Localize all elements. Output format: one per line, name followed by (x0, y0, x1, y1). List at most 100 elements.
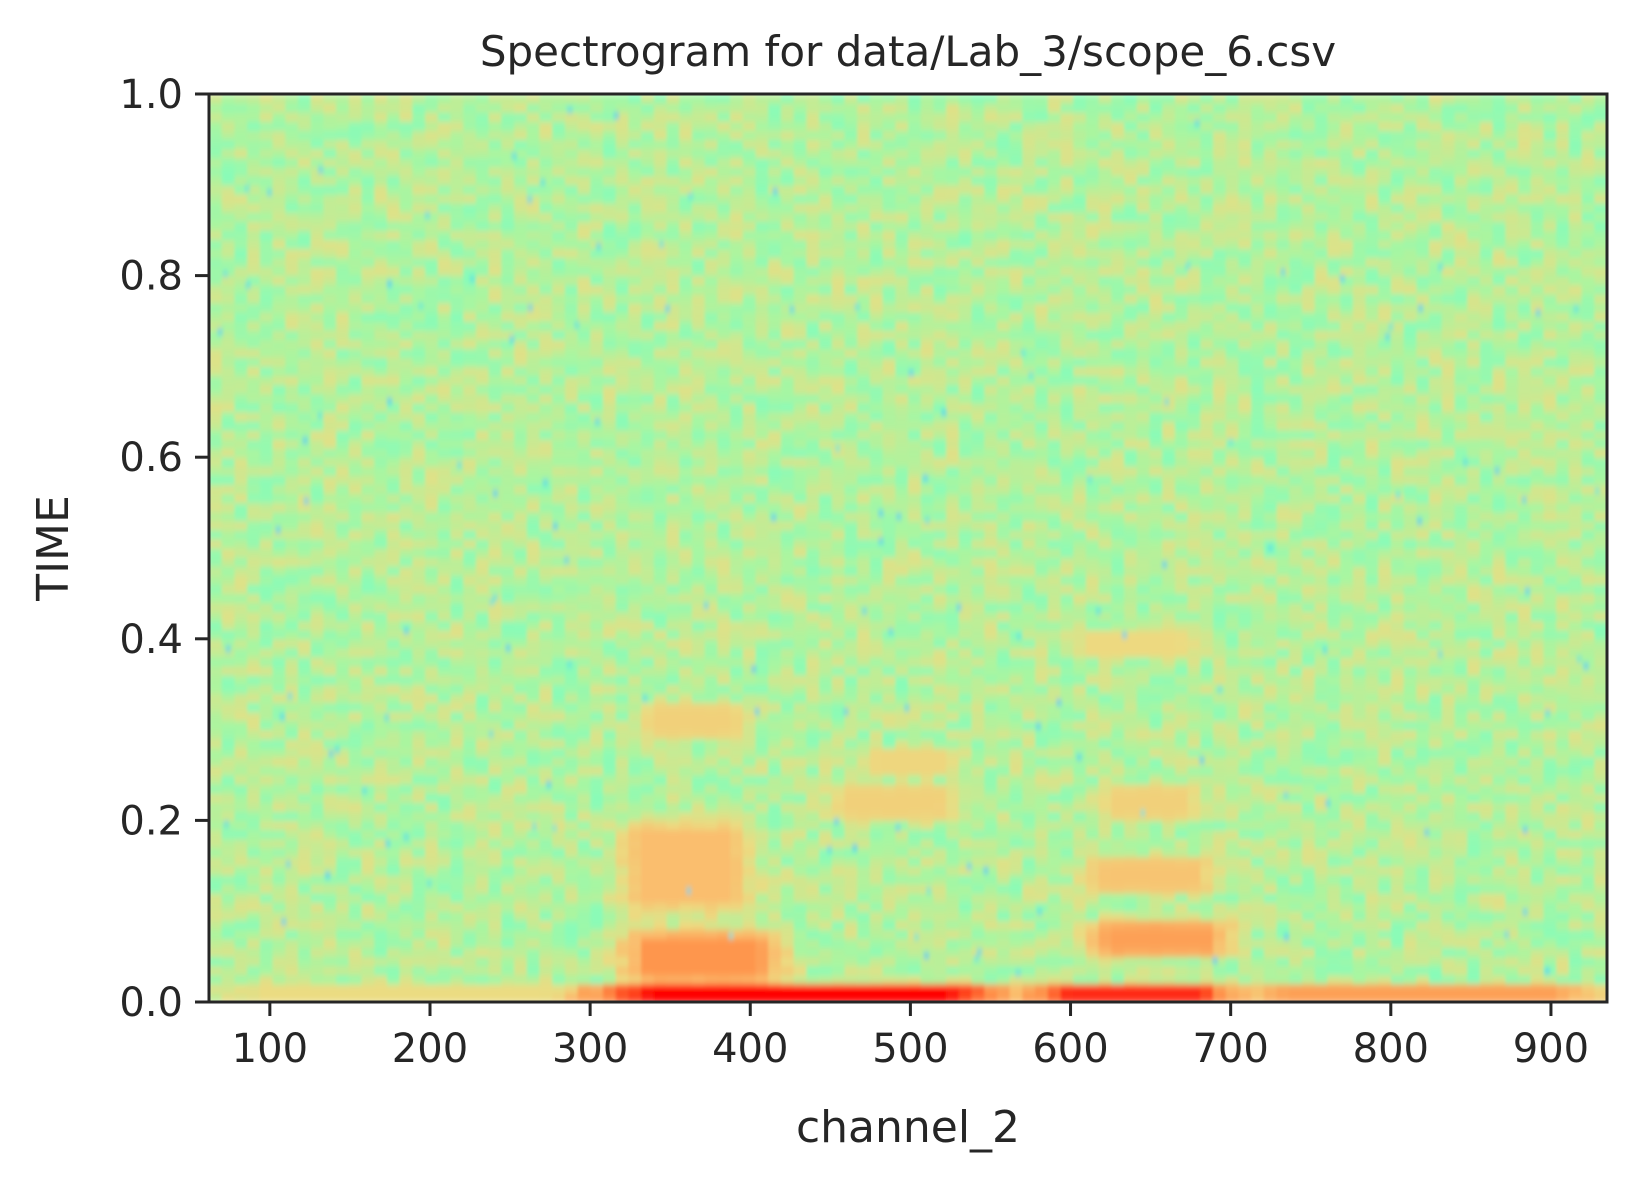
heatmap-cell (1289, 756, 1303, 767)
heatmap-cell (768, 793, 782, 803)
heatmap-cell (831, 883, 846, 894)
heatmap-cell (1530, 829, 1545, 840)
heatmap-cell (297, 729, 312, 740)
heatmap-cell (806, 638, 820, 649)
heatmap-cell (869, 647, 884, 658)
heatmap-cell (1441, 684, 1456, 694)
heatmap-cell (1365, 902, 1379, 912)
heatmap-cell (653, 902, 668, 912)
heatmap-cell (209, 729, 223, 740)
heatmap-cell (310, 802, 324, 812)
heatmap-cell (310, 656, 324, 667)
heatmap-cell (1454, 729, 1468, 740)
heatmap-cell (539, 584, 553, 594)
heatmap-cell (336, 693, 350, 703)
heatmap-cell (730, 802, 744, 812)
heatmap-cell (666, 684, 680, 694)
heatmap-cell (526, 620, 541, 631)
heatmap-cell (641, 883, 655, 894)
heatmap-cell (1111, 820, 1125, 831)
heatmap-cell (412, 920, 426, 930)
heatmap-cell (1085, 593, 1100, 604)
heatmap-cell (1467, 992, 1481, 1002)
heatmap-cell (1251, 602, 1265, 613)
heatmap-cell (209, 584, 223, 594)
heatmap-cell (272, 638, 286, 649)
heatmap-cell (1162, 883, 1176, 894)
heatmap-cell (425, 829, 439, 840)
heatmap-cell (272, 938, 286, 949)
heatmap-cell (539, 956, 553, 967)
heatmap-cell (1162, 611, 1176, 622)
heatmap-cell (958, 956, 973, 967)
heatmap-cell (1289, 929, 1303, 940)
heatmap-cell (285, 902, 299, 912)
heatmap-cell (1047, 675, 1062, 685)
heatmap-cell (704, 620, 718, 631)
heatmap-cell (285, 765, 299, 776)
heatmap-cell (285, 929, 299, 940)
heatmap-cell (1327, 947, 1341, 958)
heatmap-cell (1327, 602, 1341, 613)
heatmap-cell (1352, 820, 1367, 831)
heatmap-cell (259, 784, 274, 794)
heatmap-cell (895, 629, 909, 640)
heatmap-cell (1289, 738, 1303, 749)
heatmap-cell (1149, 647, 1163, 658)
heatmap-cell (374, 675, 388, 685)
heatmap-cell (1149, 811, 1163, 821)
heatmap-cell (450, 756, 464, 767)
heatmap-cell (1263, 865, 1278, 876)
heatmap-cell (247, 738, 261, 749)
heatmap-cell (1518, 983, 1532, 994)
heatmap-cell (1174, 647, 1189, 658)
heatmap-cell (259, 920, 274, 930)
heatmap-cell (679, 702, 693, 713)
heatmap-cell (488, 684, 502, 694)
heatmap-cell (1530, 820, 1545, 831)
heatmap-cell (819, 902, 833, 912)
heatmap-cell (1403, 874, 1417, 885)
heatmap-cell (1085, 865, 1100, 876)
heatmap-cell (1136, 775, 1151, 785)
heatmap-cell (831, 811, 846, 821)
heatmap-cell (1213, 593, 1227, 604)
heatmap-cell (1429, 929, 1443, 940)
heatmap-cell (450, 720, 464, 731)
heatmap-cell (1213, 829, 1227, 840)
heatmap-cell (1289, 956, 1303, 967)
heatmap-cell (285, 811, 299, 821)
heatmap-cell (1276, 938, 1290, 949)
heatmap-cell (1568, 793, 1583, 803)
heatmap-cell (780, 965, 795, 976)
heatmap-cell (958, 902, 973, 912)
heatmap-cell (399, 974, 413, 985)
heatmap-cell (1327, 992, 1341, 1002)
heatmap-cell (1276, 883, 1290, 894)
heatmap-cell (1098, 747, 1112, 758)
heatmap-cell (475, 684, 490, 694)
heatmap-cell (463, 965, 477, 976)
heatmap-cell (1416, 675, 1430, 685)
heatmap-cell (1556, 829, 1570, 840)
heatmap-cell (768, 720, 782, 731)
heatmap-cell (704, 893, 718, 903)
heatmap-cell (895, 811, 909, 821)
heatmap-cell (844, 865, 858, 876)
heatmap-cell (1251, 611, 1265, 622)
heatmap-cell (323, 793, 337, 803)
heatmap-cell (717, 684, 731, 694)
heatmap-cell (1162, 929, 1176, 940)
heatmap-cell (857, 684, 871, 694)
heatmap-cell (1085, 775, 1100, 785)
heatmap-cell (691, 666, 706, 676)
heatmap-cell (1213, 820, 1227, 831)
heatmap-cell (615, 974, 629, 985)
heatmap-cell (272, 865, 286, 876)
heatmap-cell (488, 638, 502, 649)
heatmap-cell (475, 720, 490, 731)
heatmap-cell (1530, 629, 1545, 640)
heatmap-cell (514, 802, 528, 812)
heatmap-cell (577, 974, 591, 985)
heatmap-cell (908, 693, 922, 703)
